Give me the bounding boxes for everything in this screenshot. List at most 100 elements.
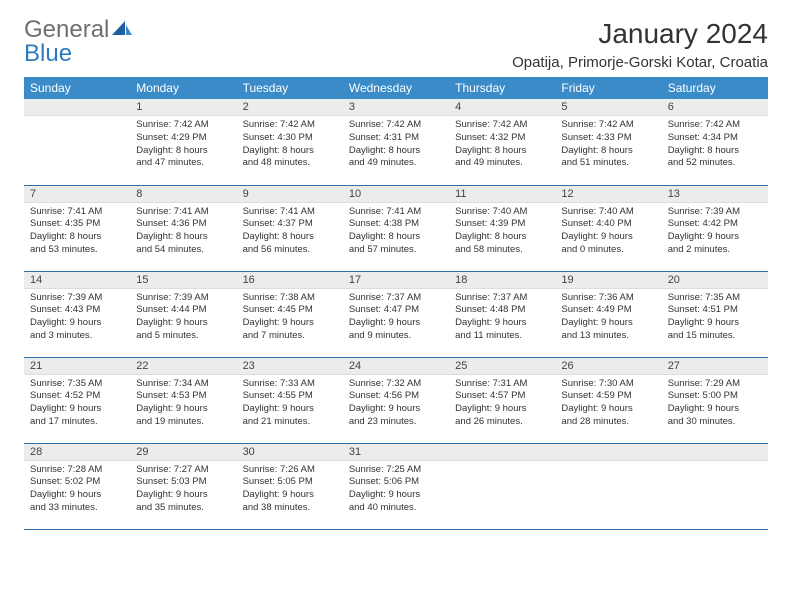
day-detail-line: Sunset: 4:59 PM: [561, 390, 655, 403]
day-detail-line: Sunset: 5:02 PM: [30, 476, 124, 489]
day-detail-line: Daylight: 9 hours: [30, 403, 124, 416]
day-detail-line: Daylight: 9 hours: [668, 403, 762, 416]
day-detail-line: Sunrise: 7:42 AM: [455, 119, 549, 132]
day-detail-line: Sunset: 5:05 PM: [243, 476, 337, 489]
day-detail-line: Sunrise: 7:38 AM: [243, 292, 337, 305]
day-details: Sunrise: 7:41 AMSunset: 4:36 PMDaylight:…: [130, 203, 236, 261]
day-details: Sunrise: 7:35 AMSunset: 4:52 PMDaylight:…: [24, 375, 130, 433]
day-detail-line: Sunset: 4:42 PM: [668, 218, 762, 231]
day-detail-line: Sunrise: 7:41 AM: [30, 206, 124, 219]
calendar-day-cell: 17Sunrise: 7:37 AMSunset: 4:47 PMDayligh…: [343, 271, 449, 357]
calendar-day-cell: 16Sunrise: 7:38 AMSunset: 4:45 PMDayligh…: [237, 271, 343, 357]
day-details: Sunrise: 7:28 AMSunset: 5:02 PMDaylight:…: [24, 461, 130, 519]
day-detail-line: Daylight: 9 hours: [561, 317, 655, 330]
day-number: 20: [662, 272, 768, 289]
day-detail-line: Daylight: 9 hours: [243, 317, 337, 330]
day-number: 21: [24, 358, 130, 375]
day-detail-line: and 15 minutes.: [668, 330, 762, 343]
day-details: Sunrise: 7:37 AMSunset: 4:48 PMDaylight:…: [449, 289, 555, 347]
day-details: Sunrise: 7:30 AMSunset: 4:59 PMDaylight:…: [555, 375, 661, 433]
day-number: 13: [662, 186, 768, 203]
weekday-header: Monday: [130, 77, 236, 99]
day-number: 24: [343, 358, 449, 375]
calendar-day-cell: 5Sunrise: 7:42 AMSunset: 4:33 PMDaylight…: [555, 99, 661, 185]
day-number: [662, 444, 768, 461]
day-details: Sunrise: 7:41 AMSunset: 4:35 PMDaylight:…: [24, 203, 130, 261]
day-number: 14: [24, 272, 130, 289]
day-number: 16: [237, 272, 343, 289]
day-detail-line: Sunset: 4:51 PM: [668, 304, 762, 317]
day-details: Sunrise: 7:34 AMSunset: 4:53 PMDaylight:…: [130, 375, 236, 433]
day-number: 28: [24, 444, 130, 461]
day-detail-line: Sunrise: 7:42 AM: [349, 119, 443, 132]
day-number: [555, 444, 661, 461]
day-number: 1: [130, 99, 236, 116]
day-details: Sunrise: 7:35 AMSunset: 4:51 PMDaylight:…: [662, 289, 768, 347]
day-detail-line: Sunset: 5:00 PM: [668, 390, 762, 403]
day-detail-line: and 38 minutes.: [243, 502, 337, 515]
day-detail-line: and 26 minutes.: [455, 416, 549, 429]
day-detail-line: Sunset: 4:44 PM: [136, 304, 230, 317]
title-block: January 2024 Opatija, Primorje-Gorski Ko…: [512, 18, 768, 71]
day-detail-line: Sunset: 4:39 PM: [455, 218, 549, 231]
day-details: [662, 461, 768, 468]
day-detail-line: and 48 minutes.: [243, 157, 337, 170]
day-detail-line: Daylight: 8 hours: [668, 145, 762, 158]
day-detail-line: Daylight: 8 hours: [455, 145, 549, 158]
calendar-day-cell: 6Sunrise: 7:42 AMSunset: 4:34 PMDaylight…: [662, 99, 768, 185]
day-detail-line: Sunset: 4:55 PM: [243, 390, 337, 403]
day-detail-line: Sunset: 4:37 PM: [243, 218, 337, 231]
day-detail-line: Sunset: 4:48 PM: [455, 304, 549, 317]
day-details: Sunrise: 7:38 AMSunset: 4:45 PMDaylight:…: [237, 289, 343, 347]
day-number: 4: [449, 99, 555, 116]
day-number: 5: [555, 99, 661, 116]
day-detail-line: Sunset: 4:31 PM: [349, 132, 443, 145]
day-details: Sunrise: 7:31 AMSunset: 4:57 PMDaylight:…: [449, 375, 555, 433]
day-detail-line: Sunset: 4:49 PM: [561, 304, 655, 317]
day-detail-line: Sunset: 4:35 PM: [30, 218, 124, 231]
day-detail-line: Daylight: 9 hours: [455, 403, 549, 416]
day-detail-line: Sunrise: 7:32 AM: [349, 378, 443, 391]
calendar-week-row: 28Sunrise: 7:28 AMSunset: 5:02 PMDayligh…: [24, 443, 768, 529]
calendar-day-cell: 4Sunrise: 7:42 AMSunset: 4:32 PMDaylight…: [449, 99, 555, 185]
day-detail-line: Sunset: 4:29 PM: [136, 132, 230, 145]
calendar-day-cell: 31Sunrise: 7:25 AMSunset: 5:06 PMDayligh…: [343, 443, 449, 529]
location: Opatija, Primorje-Gorski Kotar, Croatia: [512, 54, 768, 71]
day-detail-line: Sunrise: 7:40 AM: [561, 206, 655, 219]
day-detail-line: Daylight: 9 hours: [349, 403, 443, 416]
day-detail-line: Sunrise: 7:37 AM: [455, 292, 549, 305]
day-detail-line: and 57 minutes.: [349, 244, 443, 257]
calendar-day-cell: 11Sunrise: 7:40 AMSunset: 4:39 PMDayligh…: [449, 185, 555, 271]
day-detail-line: Sunrise: 7:42 AM: [561, 119, 655, 132]
day-number: 12: [555, 186, 661, 203]
day-detail-line: Daylight: 9 hours: [136, 317, 230, 330]
day-details: Sunrise: 7:25 AMSunset: 5:06 PMDaylight:…: [343, 461, 449, 519]
day-detail-line: Daylight: 9 hours: [561, 403, 655, 416]
day-details: [449, 461, 555, 468]
day-detail-line: Daylight: 8 hours: [136, 145, 230, 158]
day-detail-line: Sunset: 4:40 PM: [561, 218, 655, 231]
day-detail-line: and 19 minutes.: [136, 416, 230, 429]
calendar-week-row: 21Sunrise: 7:35 AMSunset: 4:52 PMDayligh…: [24, 357, 768, 443]
day-detail-line: Daylight: 9 hours: [30, 317, 124, 330]
day-detail-line: and 21 minutes.: [243, 416, 337, 429]
calendar-day-cell: 3Sunrise: 7:42 AMSunset: 4:31 PMDaylight…: [343, 99, 449, 185]
day-number: 7: [24, 186, 130, 203]
day-detail-line: and 51 minutes.: [561, 157, 655, 170]
day-details: Sunrise: 7:42 AMSunset: 4:32 PMDaylight:…: [449, 116, 555, 174]
weekday-header: Friday: [555, 77, 661, 99]
day-detail-line: Sunset: 4:45 PM: [243, 304, 337, 317]
day-detail-line: and 5 minutes.: [136, 330, 230, 343]
calendar-day-cell: 27Sunrise: 7:29 AMSunset: 5:00 PMDayligh…: [662, 357, 768, 443]
day-detail-line: Daylight: 8 hours: [243, 145, 337, 158]
day-detail-line: Sunrise: 7:42 AM: [668, 119, 762, 132]
calendar-header-row: SundayMondayTuesdayWednesdayThursdayFrid…: [24, 77, 768, 99]
day-detail-line: Daylight: 9 hours: [668, 231, 762, 244]
day-detail-line: Sunrise: 7:40 AM: [455, 206, 549, 219]
day-details: Sunrise: 7:33 AMSunset: 4:55 PMDaylight:…: [237, 375, 343, 433]
day-detail-line: Sunrise: 7:27 AM: [136, 464, 230, 477]
day-detail-line: and 17 minutes.: [30, 416, 124, 429]
calendar-day-cell: [449, 443, 555, 529]
day-number: 15: [130, 272, 236, 289]
day-number: 23: [237, 358, 343, 375]
